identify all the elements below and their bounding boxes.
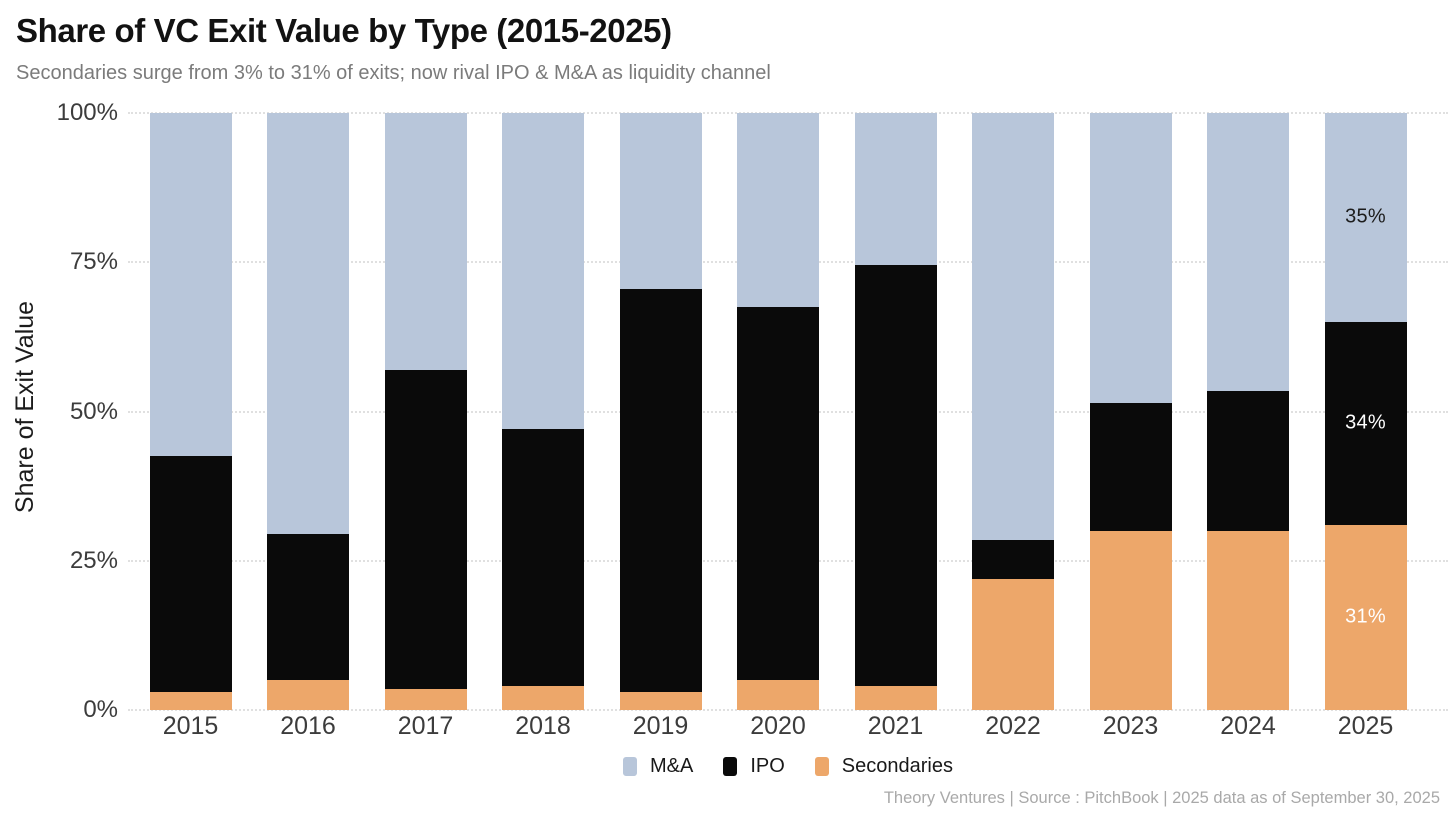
gridline-0%: [128, 709, 1448, 711]
x-tick-2023: 2023: [1102, 712, 1159, 740]
bar-segment-ipo-2020: [737, 307, 819, 681]
bar-segment-ipo-2025: 34%: [1324, 321, 1407, 525]
x-tick-2018: 2018: [515, 712, 571, 740]
bar-segment-secondaries-2021: [854, 686, 937, 710]
bar-segment-ipo-2022: [972, 539, 1054, 579]
bar-segment-ipo-2018: [502, 429, 584, 687]
gridline-100%: [128, 112, 1448, 114]
x-tick-2024: 2024: [1220, 712, 1276, 740]
bar-segment-secondaries-2020: [737, 680, 819, 710]
plot-area: 31% 34% 35%: [128, 112, 1448, 711]
legend-swatch-secondaries-icon: [814, 756, 829, 776]
chart-title: Share of VC Exit Value by Type (2015-202…: [16, 12, 672, 49]
legend-item-ipo: IPO: [723, 754, 785, 778]
bar-segment-secondaries-2018: [502, 686, 584, 710]
bar-segment-secondaries-2024: [1207, 530, 1289, 710]
bar-segment-secondaries-2025: 31%: [1324, 524, 1407, 710]
x-tick-2016: 2016: [280, 712, 336, 740]
y-tick-25%: 25%: [69, 546, 118, 574]
bar-value-label-secondaries-2025: 31%: [1345, 605, 1386, 628]
bar-segment-secondaries-2016: [267, 680, 349, 710]
bar-segment-ma-2020: [737, 113, 819, 308]
legend-label-secondaries: Secondaries: [841, 754, 953, 777]
legend-item-ma: M&A: [623, 755, 693, 778]
bar-segment-ma-2016: [267, 113, 349, 534]
legend-swatch-ma-icon: [623, 756, 637, 776]
y-tick-100%: 100%: [56, 99, 118, 126]
x-tick-2021: 2021: [867, 712, 924, 740]
y-axis-tick-labels: 0% 25% 50% 75% 100%: [0, 0, 118, 819]
bar-segment-ipo-2015: [149, 456, 232, 693]
bar-segment-secondaries-2019: [619, 692, 702, 710]
bar-segment-ma-2022: [972, 113, 1054, 540]
legend-label-ma: M&A: [650, 754, 694, 777]
x-tick-2015: 2015: [162, 712, 219, 740]
bar-segment-ma-2021: [854, 113, 937, 266]
bar-segment-ipo-2021: [854, 265, 937, 687]
x-axis-tick-labels: 2015 2016 2017 2018 2019 2020 2021 2022 2023 2024…: [128, 712, 1448, 746]
y-tick-50%: 50%: [69, 397, 118, 425]
bar-segment-ma-2019: [619, 113, 702, 290]
x-tick-2025: 2025: [1337, 712, 1394, 740]
x-tick-2017: 2017: [397, 712, 454, 740]
y-tick-0%: 0%: [83, 696, 118, 723]
legend-item-secondaries: Secondaries: [814, 754, 953, 778]
x-tick-2019: 2019: [632, 712, 689, 740]
bar-segment-ipo-2016: [267, 533, 349, 681]
bar-segment-secondaries-2015: [149, 692, 232, 710]
legend-swatch-ipo-icon: [723, 756, 738, 776]
bar-segment-secondaries-2022: [972, 578, 1054, 710]
bar-value-label-ipo-2025: 34%: [1345, 411, 1386, 434]
bar-segment-ma-2017: [384, 113, 467, 370]
bar-segment-ipo-2017: [384, 369, 467, 690]
bar-segment-ipo-2024: [1207, 390, 1289, 531]
bar-value-label-ma-2025: 35%: [1345, 205, 1386, 228]
y-tick-75%: 75%: [69, 248, 118, 276]
chart-subtitle: Secondaries surge from 3% to 31% of exit…: [16, 62, 771, 84]
bar-segment-ipo-2019: [619, 289, 702, 693]
bar-segment-ma-2023: [1089, 113, 1172, 403]
bar-segment-ma-2025: 35%: [1324, 113, 1407, 322]
source-credit: Theory Ventures | Source : PitchBook | 2…: [883, 789, 1440, 807]
legend: M&A IPO Secondaries: [128, 753, 1448, 779]
x-tick-2020: 2020: [750, 712, 806, 740]
bar-segment-ma-2015: [149, 113, 232, 457]
x-tick-2022: 2022: [985, 712, 1041, 740]
bar-segment-secondaries-2017: [384, 689, 467, 710]
bar-segment-ma-2018: [502, 113, 584, 430]
bar-segment-secondaries-2023: [1089, 530, 1172, 710]
bar-segment-ma-2024: [1207, 113, 1289, 391]
bar-segment-ipo-2023: [1089, 402, 1172, 531]
legend-label-ipo: IPO: [750, 754, 785, 777]
